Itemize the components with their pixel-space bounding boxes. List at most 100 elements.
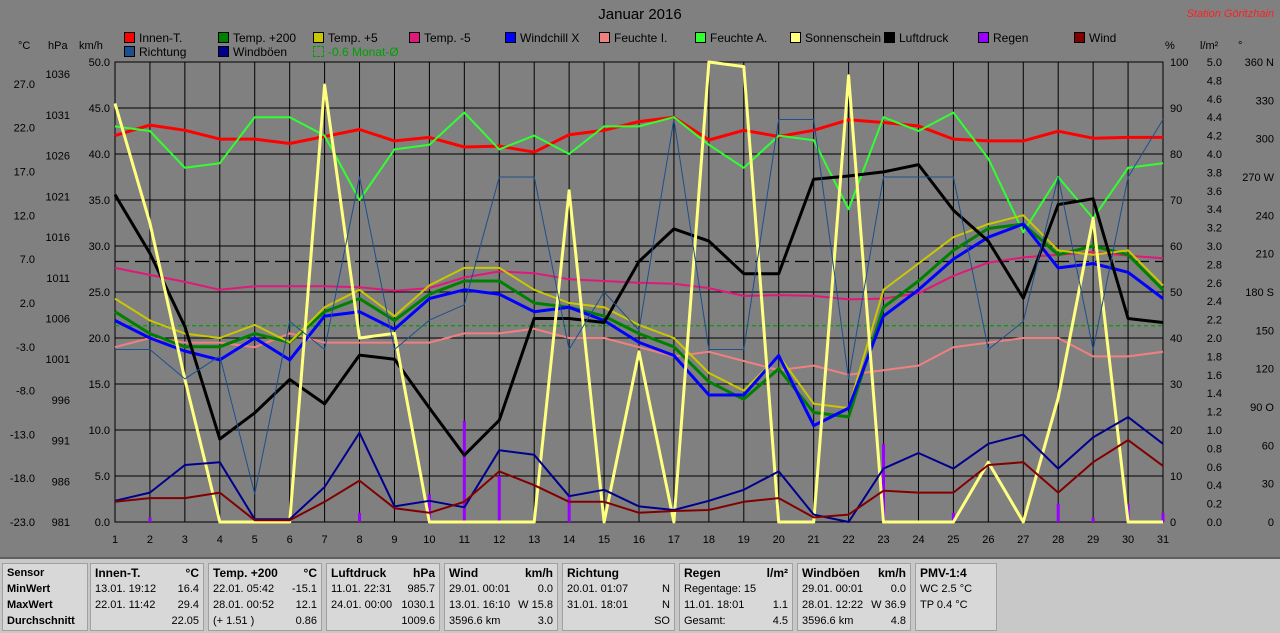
- stats-cell-value: 4.8: [890, 615, 906, 627]
- lm2-tick-label: 2.0: [1207, 333, 1222, 345]
- percent-tick-label: 60: [1170, 241, 1182, 253]
- legend-item: Wind: [1074, 31, 1116, 45]
- lm2-tick-label: 4.8: [1207, 75, 1222, 87]
- kmh-tick-label: 35.0: [89, 195, 110, 207]
- x-tick-label: 25: [947, 534, 959, 546]
- unit-percent: %: [1165, 40, 1175, 52]
- hpa-tick-label: 1016: [46, 232, 70, 244]
- x-tick-label: 1: [112, 534, 118, 546]
- stats-cell-label: 13.01. 16:10: [449, 599, 511, 611]
- lm2-tick-label: 1.4: [1207, 388, 1222, 400]
- x-tick-label: 23: [877, 534, 889, 546]
- legend-item: Regen: [978, 31, 1028, 45]
- legend-item: Innen-T.: [124, 31, 182, 45]
- x-tick-label: 3: [182, 534, 188, 546]
- legend-label: Feuchte I.: [614, 31, 668, 45]
- stats-panel-title: Temp. +200: [213, 566, 278, 580]
- x-tick-label: 29: [1087, 534, 1099, 546]
- kmh-tick-label: 10.0: [89, 425, 110, 437]
- kmh-tick-label: 50.0: [89, 57, 110, 69]
- stats-cell-label: WC 2.5 °C: [920, 583, 973, 595]
- station-name: Station Göritzhain: [1186, 8, 1274, 20]
- lm2-tick-label: 3.6: [1207, 186, 1222, 198]
- legend-swatch: [599, 32, 610, 43]
- series-line: [114, 222, 1164, 428]
- x-tick-label: 12: [493, 534, 505, 546]
- stats-row-labels: Sensor MinWert MaxWert Durchschnitt: [2, 563, 88, 631]
- stats-panel: Temp. +200 °C 22.01. 05:42 -15.1 28.01. 00:5…: [208, 563, 322, 631]
- celsius-tick-label: -13.0: [10, 429, 35, 441]
- deg-tick-label: 180 S: [1245, 287, 1274, 299]
- celsius-tick-label: -23.0: [10, 517, 35, 529]
- stats-cell-value: 1.1: [772, 599, 788, 611]
- lm2-tick-label: 3.4: [1207, 204, 1222, 216]
- lm2-tick-label: 4.6: [1207, 94, 1222, 106]
- stats-cell-label: 11.01. 22:31: [331, 583, 392, 595]
- rain-bar: [427, 494, 431, 522]
- x-tick-label: 15: [598, 534, 610, 546]
- stats-panel-title: Innen-T.: [95, 566, 141, 580]
- percent-tick-label: 30: [1170, 379, 1182, 391]
- legend-label: Innen-T.: [139, 31, 183, 45]
- percent-tick-label: 0: [1170, 517, 1176, 529]
- x-tick-label: 30: [1122, 534, 1134, 546]
- legend-label: Temp. -5: [424, 31, 471, 45]
- legend-swatch: [313, 32, 324, 43]
- stats-cell-label: Gesamt:: [684, 615, 726, 627]
- legend-label: Sonnenschein: [805, 31, 882, 45]
- legend-label: Windchill X: [520, 31, 580, 45]
- legend-item: Temp. +200: [218, 31, 296, 45]
- lm2-tick-label: 2.6: [1207, 278, 1222, 290]
- lm2-tick-label: 0.0: [1207, 517, 1222, 529]
- legend-label: -0.6 Monat-Ø: [328, 45, 399, 59]
- legend-swatch: [978, 32, 989, 43]
- deg-tick-label: 30: [1262, 479, 1274, 491]
- stats-cell-label: 22.01. 11:42: [95, 599, 156, 611]
- legend-label: Temp. +5: [328, 31, 378, 45]
- celsius-tick-label: -3.0: [16, 342, 35, 354]
- x-tick-label: 26: [982, 534, 994, 546]
- stats-cell-label: Regentage: 15: [684, 583, 757, 595]
- deg-tick-label: 300: [1256, 134, 1274, 146]
- rain-bar: [358, 512, 362, 522]
- hpa-tick-label: 991: [52, 436, 70, 448]
- deg-tick-label: 90 O: [1250, 402, 1274, 414]
- series-line: [114, 111, 1164, 234]
- stats-cell-label: 31.01. 18:01: [567, 599, 629, 611]
- stats-cell-label: 11.01. 18:01: [684, 599, 745, 611]
- stats-cell-value: 22.05: [171, 615, 199, 627]
- stats-cell-value: 1030.1: [401, 599, 435, 611]
- x-tick-label: 10: [423, 534, 435, 546]
- stats-panel-unit: km/h: [524, 566, 553, 580]
- stats-cell-label: 24.01. 00:00: [331, 599, 393, 611]
- stats-cell-value: 12.1: [295, 599, 317, 611]
- x-tick-label: 2: [147, 534, 153, 546]
- celsius-tick-label: 2.0: [20, 298, 35, 310]
- x-tick-label: 6: [287, 534, 293, 546]
- stats-cell-label: TP 0.4 °C: [920, 599, 968, 611]
- hpa-tick-label: 1006: [46, 313, 70, 325]
- kmh-tick-label: 20.0: [89, 333, 110, 345]
- x-tick-label: 27: [1017, 534, 1029, 546]
- lm2-tick-label: 0.8: [1207, 443, 1222, 455]
- legend-label: Richtung: [139, 45, 187, 59]
- row-label-avg: Durchschnitt: [7, 615, 75, 627]
- celsius-tick-label: 27.0: [14, 79, 35, 91]
- percent-tick-label: 10: [1170, 471, 1182, 483]
- stats-cell-value: 4.5: [772, 615, 788, 627]
- legend-swatch: [790, 32, 801, 43]
- stats-cell-label: 28.01. 00:52: [213, 599, 275, 611]
- deg-tick-label: 0: [1268, 517, 1274, 529]
- series-line: [113, 163, 1164, 457]
- rain-bar: [462, 420, 466, 522]
- stats-cell-value: 0.0: [537, 583, 553, 595]
- series-line: [114, 439, 1164, 522]
- x-tick-label: 21: [808, 534, 820, 546]
- lm2-tick-label: 1.6: [1207, 370, 1222, 382]
- x-tick-label: 22: [842, 534, 854, 546]
- percent-tick-label: 70: [1170, 195, 1182, 207]
- stats-cell-label: (+ 1.51 ): [213, 615, 255, 627]
- series-line: [114, 115, 1163, 154]
- axis-ticks: 1 2 3 4 5 6 7 8 9 10 11 12 13 14 15 16 17 18 19 20 21 22 23 24 2…: [10, 57, 1275, 546]
- stats-panel-title: Regen: [684, 566, 721, 580]
